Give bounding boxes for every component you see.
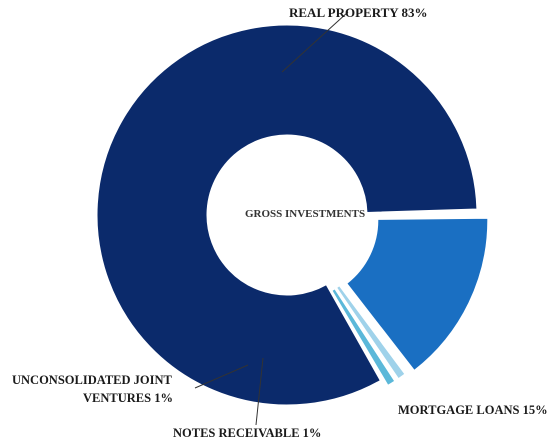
label-real-property: REAL PROPERTY 83% [289, 5, 427, 20]
leader-notes-receivable [255, 357, 264, 426]
slice-notes-receivable [335, 285, 406, 380]
label-mortgage-loans: MORTGAGE LOANS 15% [398, 403, 548, 417]
leader-lines [194, 11, 349, 426]
center-label: GROSS INVESTMENTS [245, 208, 365, 220]
label-unconsolidated-jv-line1: UNCONSOLIDATED JOINT [12, 373, 173, 387]
slice-mortgage-loans [346, 217, 489, 372]
leader-unconsolidated-jv [194, 364, 249, 389]
slice-real-property [96, 24, 478, 406]
label-notes-receivable: NOTES RECEIVABLE 1% [173, 426, 321, 440]
donut-slices [96, 24, 489, 406]
label-unconsolidated-jv-line2: VENTURES 1% [83, 391, 173, 405]
slice-unconsolidated-joint-ventures [331, 288, 396, 387]
leader-real-property [281, 11, 349, 73]
